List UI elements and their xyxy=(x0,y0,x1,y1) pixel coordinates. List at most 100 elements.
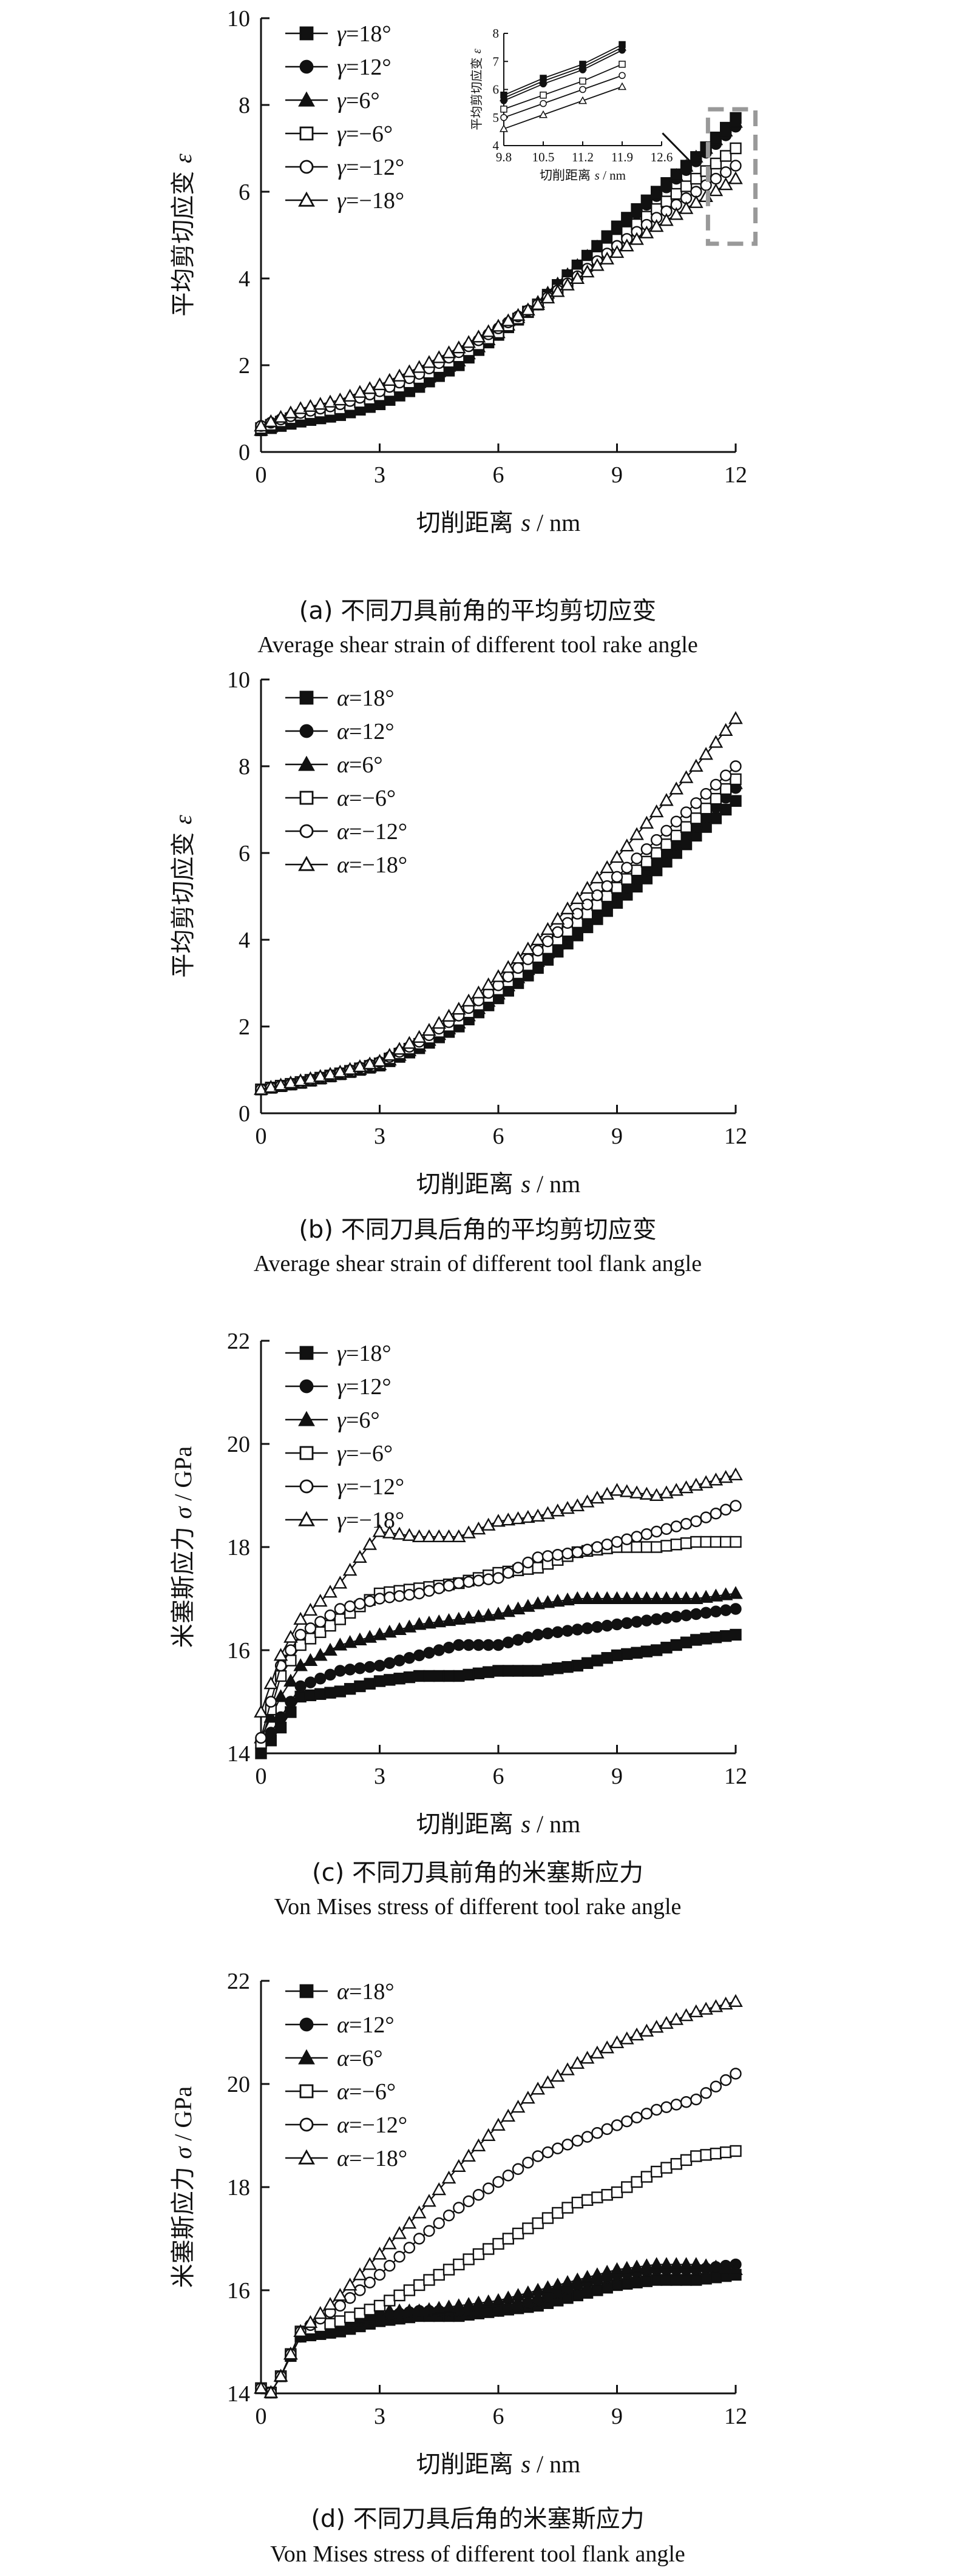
data-point xyxy=(423,1585,435,1597)
data-point xyxy=(700,2273,712,2285)
data-point xyxy=(333,1064,348,1078)
data-point xyxy=(561,917,574,929)
legend-label: γ=18° xyxy=(337,1341,392,1366)
y-tick-label: 14 xyxy=(227,2381,250,2407)
data-point xyxy=(432,2301,447,2314)
data-point xyxy=(581,1657,594,1669)
data-point xyxy=(502,2170,514,2182)
data-point xyxy=(700,787,712,800)
data-point xyxy=(609,1483,625,1496)
data-point xyxy=(640,2108,653,2120)
caption-en: Von Mises stress of different tool rake … xyxy=(274,1894,682,1920)
data-point xyxy=(621,2181,633,2193)
data-point xyxy=(640,1645,653,1657)
data-point xyxy=(621,1533,633,1545)
x-tick-label: 6 xyxy=(493,1124,504,1149)
data-point xyxy=(442,2264,455,2276)
inset-x-title: 切削距离 s / nm xyxy=(540,168,626,183)
data-point xyxy=(571,2134,584,2147)
data-point xyxy=(700,2087,712,2099)
data-point xyxy=(728,1994,743,2008)
data-point xyxy=(710,2148,722,2160)
data-point xyxy=(303,1071,318,1084)
data-point xyxy=(463,2195,475,2208)
data-point xyxy=(432,2182,447,2196)
series-3 xyxy=(255,773,742,1096)
data-point xyxy=(700,2149,712,2161)
data-point xyxy=(433,1670,445,1682)
y-tick-label: 6 xyxy=(239,180,250,205)
data-point xyxy=(372,1524,387,1537)
data-point xyxy=(362,381,378,394)
legend-marker xyxy=(299,59,314,74)
y-tick-label: 8 xyxy=(239,754,250,780)
data-point xyxy=(639,2258,654,2271)
data-point xyxy=(718,123,733,137)
data-point xyxy=(552,1549,564,1561)
data-point xyxy=(669,2012,684,2025)
chart-panel-c: 0 3 6 9 12 14 16 18 20 22 切削距离 s / nm 米塞斯应力 σ / GPa… xyxy=(169,1329,747,1920)
data-point xyxy=(483,1639,495,1651)
data-point xyxy=(591,2284,603,2296)
data-point xyxy=(611,1649,623,1662)
data-point xyxy=(680,2274,693,2286)
data-point xyxy=(313,1068,328,1082)
data-point xyxy=(718,1587,733,1600)
data-point xyxy=(532,1551,544,1563)
data-point xyxy=(463,1668,475,1681)
data-point xyxy=(669,1591,684,1605)
data-point xyxy=(730,2145,742,2157)
y-tick-label: 2 xyxy=(239,1014,250,1040)
legend-marker xyxy=(298,191,315,207)
data-point xyxy=(699,2001,713,2015)
data-point xyxy=(441,345,456,359)
data-point xyxy=(531,2282,545,2296)
data-point xyxy=(522,2156,534,2169)
data-point xyxy=(502,1636,514,1648)
data-point xyxy=(550,1594,565,1607)
legend-marker xyxy=(299,791,314,805)
data-point xyxy=(700,1511,712,1523)
data-point xyxy=(541,1627,554,1640)
legend: α=18° α=12° α=6° α=−6° α=−12° α=−18° xyxy=(285,1979,407,2171)
data-point xyxy=(501,2290,516,2304)
data-point xyxy=(402,2303,417,2317)
data-point xyxy=(283,1075,298,1088)
data-point xyxy=(333,1576,348,1589)
data-point xyxy=(639,1591,654,1605)
data-point xyxy=(531,1508,545,1522)
data-point xyxy=(273,1648,288,1661)
data-point xyxy=(670,2099,682,2111)
data-point xyxy=(472,1639,485,1651)
legend-marker xyxy=(299,2017,314,2032)
data-point xyxy=(621,2115,633,2128)
data-point xyxy=(541,2146,554,2159)
data-point xyxy=(362,1537,378,1550)
data-point xyxy=(423,2274,435,2286)
inset-data-point xyxy=(617,82,627,90)
legend-marker xyxy=(299,824,314,838)
caption-cn: (a) 不同刀具前角的平均剪切应变 xyxy=(299,597,656,625)
data-point xyxy=(708,1472,724,1486)
data-point xyxy=(492,1665,504,1677)
data-point xyxy=(659,793,674,806)
data-point xyxy=(611,1618,623,1631)
data-point xyxy=(304,1676,317,1688)
data-point xyxy=(689,2257,703,2270)
data-point xyxy=(660,824,673,837)
data-point xyxy=(689,2004,703,2018)
data-point xyxy=(710,1605,722,1617)
data-point xyxy=(670,829,682,842)
data-point xyxy=(591,2127,603,2139)
data-point xyxy=(561,2139,574,2151)
data-point xyxy=(422,2194,436,2207)
data-point xyxy=(483,1573,495,1585)
data-point xyxy=(384,2294,396,2307)
data-point xyxy=(481,2128,496,2142)
data-point xyxy=(690,172,702,185)
data-point xyxy=(609,1591,625,1605)
data-point xyxy=(601,890,613,903)
data-point xyxy=(373,1593,386,1605)
data-point xyxy=(432,1529,447,1543)
legend-label: γ=−12° xyxy=(337,1474,404,1500)
